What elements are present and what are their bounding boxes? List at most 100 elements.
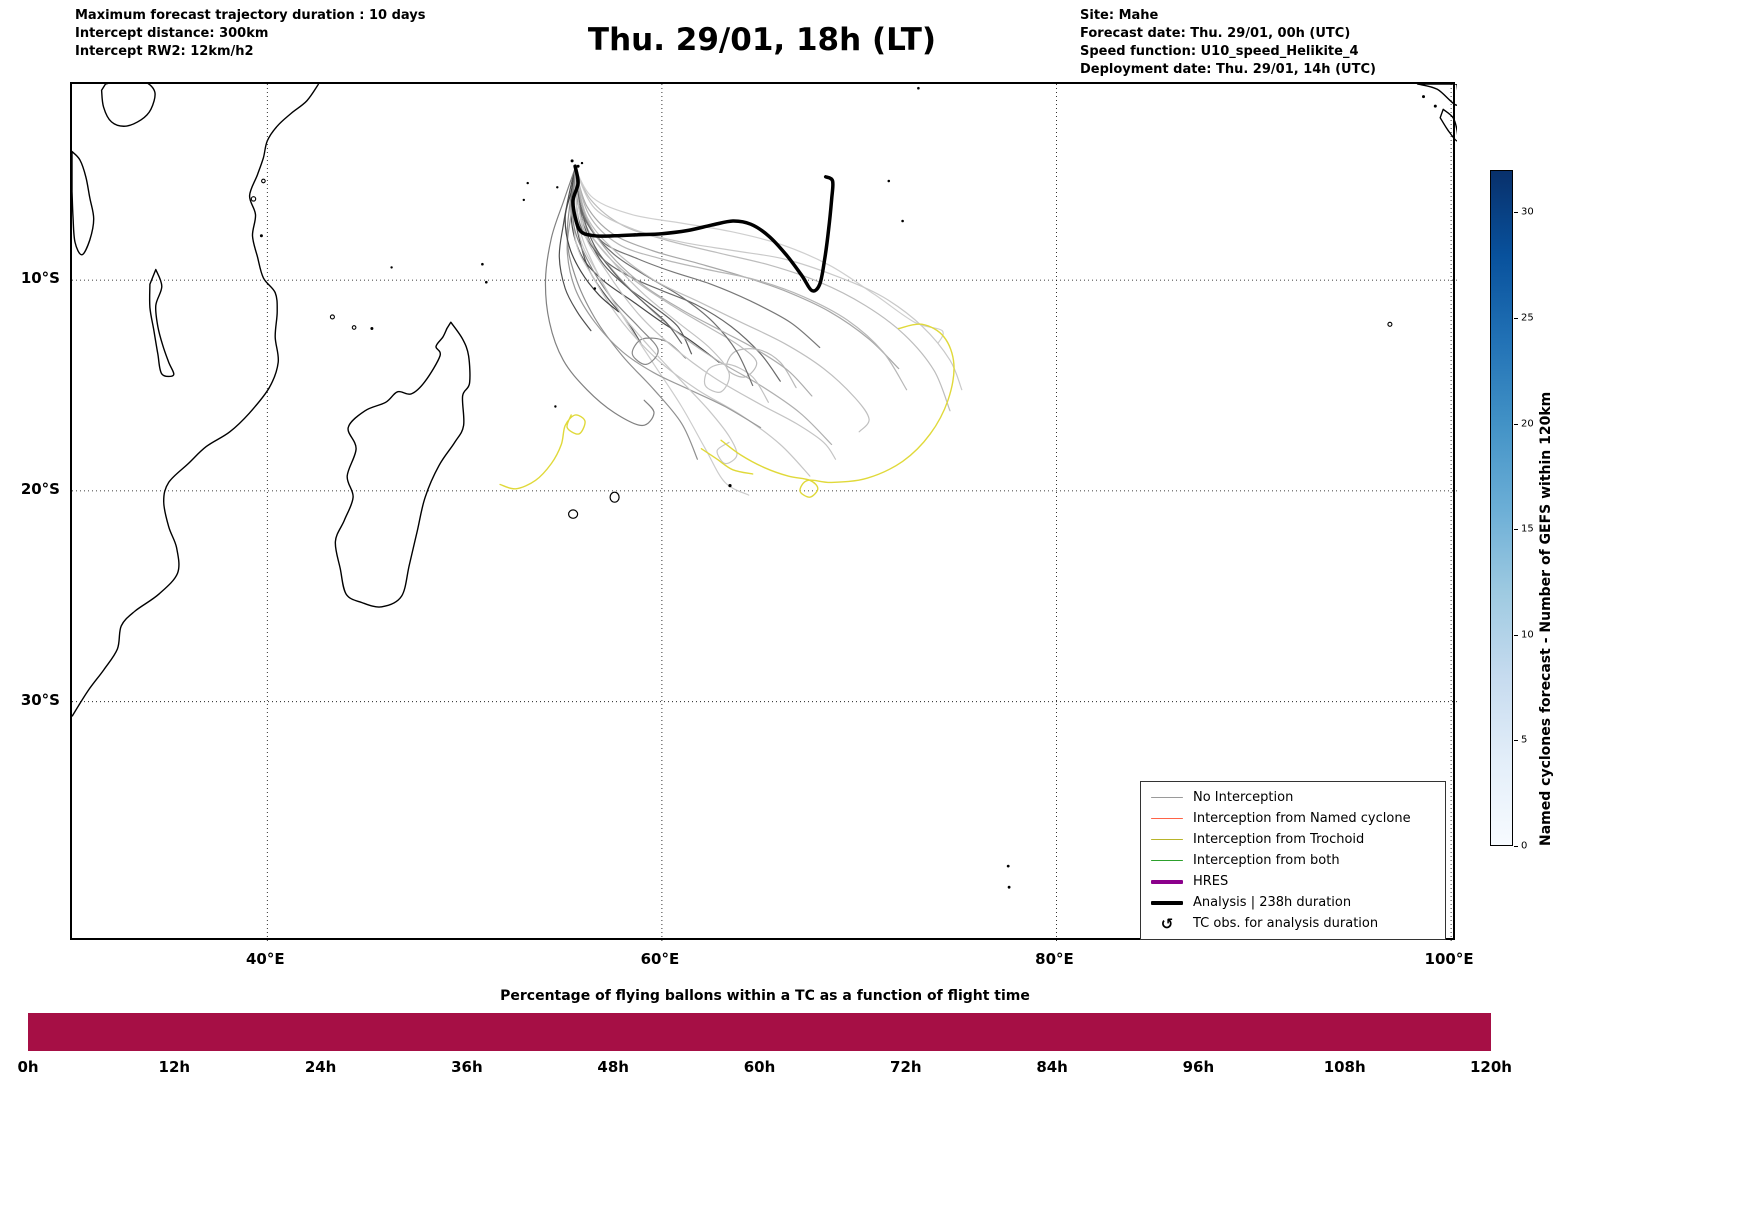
coastline [148, 268, 175, 378]
colorbar-tick [1514, 740, 1518, 742]
trajectory-no-interception [574, 167, 754, 387]
y-axis-tick-label: 30°S [20, 690, 60, 709]
colorbar-tick-label: 0 [1521, 840, 1528, 852]
island [351, 325, 357, 330]
legend-item: Interception from Trochoid [1141, 829, 1445, 850]
legend-line-sample [1151, 879, 1183, 884]
trajectory-no-interception [574, 167, 908, 391]
trajectory-no-interception [574, 167, 821, 349]
trajectory-no-interception [574, 167, 963, 391]
figure-title: Thu. 29/01, 18h (LT) [587, 22, 937, 58]
max-duration-text: Maximum forecast trajectory duration : 1… [75, 8, 426, 23]
legend: No Interception Interception from Named c… [1140, 781, 1446, 940]
coastline [1439, 108, 1457, 142]
legend-line-sample [1151, 796, 1183, 799]
island [887, 179, 891, 183]
bottom-x-tick-label: 24h [304, 1058, 337, 1076]
island [329, 314, 335, 320]
deployment-date-text: Deployment date: Thu. 29/01, 14h (UTC) [1080, 62, 1376, 77]
trajectory-no-interception [574, 167, 833, 446]
legend-item: No Interception [1141, 787, 1445, 808]
colorbar-tick-label: 15 [1521, 523, 1534, 535]
bottom-x-tick-label: 84h [1036, 1058, 1068, 1076]
island [522, 198, 525, 202]
colorbar-label: Named cyclones forecast - Number of GEFS… [1538, 391, 1554, 846]
island [917, 86, 920, 90]
legend-line-sample [1151, 900, 1183, 905]
legend-item: HRES [1141, 871, 1445, 892]
trajectory-no-interception [571, 167, 687, 366]
bottom-x-tick-label: 36h [451, 1058, 483, 1076]
colorbar-tick [1514, 423, 1518, 425]
x-axis-tick-label: 80°E [1035, 950, 1074, 968]
island [556, 186, 559, 189]
legend-line [1151, 838, 1183, 841]
coastline [334, 321, 471, 608]
legend-item: ↺ TC obs. for analysis duration [1141, 913, 1445, 934]
map-plot-area [70, 82, 1457, 942]
colorbar-tick-label: 20 [1521, 418, 1534, 429]
island [481, 262, 484, 266]
island-outline [609, 491, 620, 503]
trajectory-no-interception [574, 167, 769, 403]
trajectory-no-interception [564, 167, 620, 313]
coastline [72, 84, 320, 717]
bottom-x-tick-label: 0h [17, 1058, 39, 1076]
island [901, 219, 904, 223]
y-axis-tick-label: 20°S [20, 479, 60, 498]
colorbar-tick-label: 25 [1521, 312, 1534, 324]
bottom-bar-chart [28, 1013, 1491, 1051]
island [1422, 95, 1425, 99]
bottom-x-tick-label: 72h [890, 1058, 922, 1076]
island [580, 161, 584, 165]
island [250, 196, 257, 202]
analysis-trajectory [571, 164, 835, 293]
legend-label: Interception from Trochoid [1193, 832, 1365, 847]
legend-label: TC obs. for analysis duration [1193, 916, 1379, 931]
bottom-x-tick-label: 12h [158, 1058, 191, 1076]
legend-item: Interception from both [1141, 850, 1445, 871]
x-axis-tick-label: 40°E [246, 950, 285, 968]
x-axis-tick-label: 60°E [640, 950, 680, 968]
trajectory-no-interception [574, 167, 837, 460]
island [593, 287, 597, 290]
site-text: Site: Mahe [1080, 8, 1159, 23]
island [370, 327, 374, 330]
island [261, 178, 266, 184]
trajectory-no-interception [566, 167, 762, 429]
colorbar-tick [1514, 846, 1518, 847]
legend-line [1151, 817, 1183, 820]
trajectory-trochoid [720, 323, 955, 498]
island [576, 164, 580, 168]
coastline [100, 84, 156, 127]
legend-line-sample [1151, 817, 1183, 820]
legend-item: Analysis | 238h duration [1141, 892, 1445, 913]
legend-line-sample [1151, 859, 1183, 862]
bottom-x-tick-label: 120h [1470, 1058, 1512, 1076]
island [554, 405, 557, 408]
trajectory-no-interception [574, 167, 870, 433]
coastline [1416, 84, 1457, 106]
trajectory-no-interception [544, 167, 655, 427]
trajectory-no-interception [570, 167, 720, 363]
legend-label: HRES [1193, 874, 1229, 889]
colorbar-tick [1514, 634, 1518, 636]
colorbar-tick-label: 30 [1521, 206, 1534, 218]
legend-label: Interception from Named cyclone [1193, 811, 1411, 826]
island [1433, 104, 1437, 108]
colorbar-tick [1514, 317, 1518, 319]
legend-line [1151, 796, 1183, 799]
coastline [72, 150, 95, 256]
island [728, 484, 732, 488]
trajectory-no-interception [574, 167, 797, 389]
forecast-date-text: Forecast date: Thu. 29/01, 00h (UTC) [1080, 26, 1351, 41]
legend-line-sample [1151, 838, 1183, 841]
trajectory-no-interception [574, 167, 813, 397]
island [570, 159, 574, 163]
intercept-rw2-text: Intercept RW2: 12km/h2 [75, 44, 254, 59]
trajectory-no-interception [566, 167, 698, 460]
island [259, 234, 263, 238]
bottom-x-tick-label: 48h [597, 1058, 629, 1076]
info-block-right: Site: Mahe Forecast date: Thu. 29/01, 00… [1080, 7, 1376, 79]
